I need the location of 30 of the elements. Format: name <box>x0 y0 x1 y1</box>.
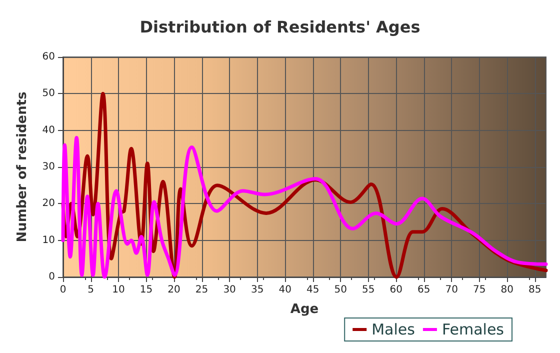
legend-label: Females <box>442 320 504 338</box>
y-tick-label: 50 <box>42 88 55 100</box>
x-tick-label: 60 <box>390 284 402 296</box>
x-tick-label: 85 <box>528 284 542 296</box>
x-tick-label: 30 <box>223 284 236 296</box>
x-tick-label: 20 <box>168 284 180 296</box>
x-tick-label: 45 <box>306 284 320 296</box>
y-tick-label: 60 <box>42 52 55 62</box>
x-tick-label: 50 <box>334 284 347 296</box>
x-tick-label: 55 <box>362 284 375 296</box>
y-tick-label: 30 <box>42 162 55 172</box>
y-tick-label: 0 <box>48 272 55 282</box>
x-tick-label: 5 <box>88 284 94 296</box>
x-tick-label: 0 <box>60 284 66 296</box>
x-tick-label: 15 <box>140 284 153 296</box>
x-tick-label: 40 <box>278 284 292 296</box>
x-tick-label: 65 <box>417 284 430 296</box>
x-tick-label: 80 <box>500 284 514 296</box>
y-tick-label: 40 <box>42 124 55 136</box>
x-tick-label: 70 <box>445 284 458 296</box>
x-tick-label: 75 <box>473 284 486 296</box>
y-axis-title: Number of residents <box>15 91 30 242</box>
y-tick-label: 20 <box>42 198 55 210</box>
x-axis-title: Age <box>290 302 319 317</box>
legend-label: Males <box>372 320 416 338</box>
x-tick-label: 35 <box>250 284 264 296</box>
y-tick-label: 10 <box>42 234 55 246</box>
x-tick-label: 25 <box>195 284 208 296</box>
chart-title: Distribution of Residents' Ages <box>140 18 420 36</box>
x-tick-label: 10 <box>112 284 125 296</box>
